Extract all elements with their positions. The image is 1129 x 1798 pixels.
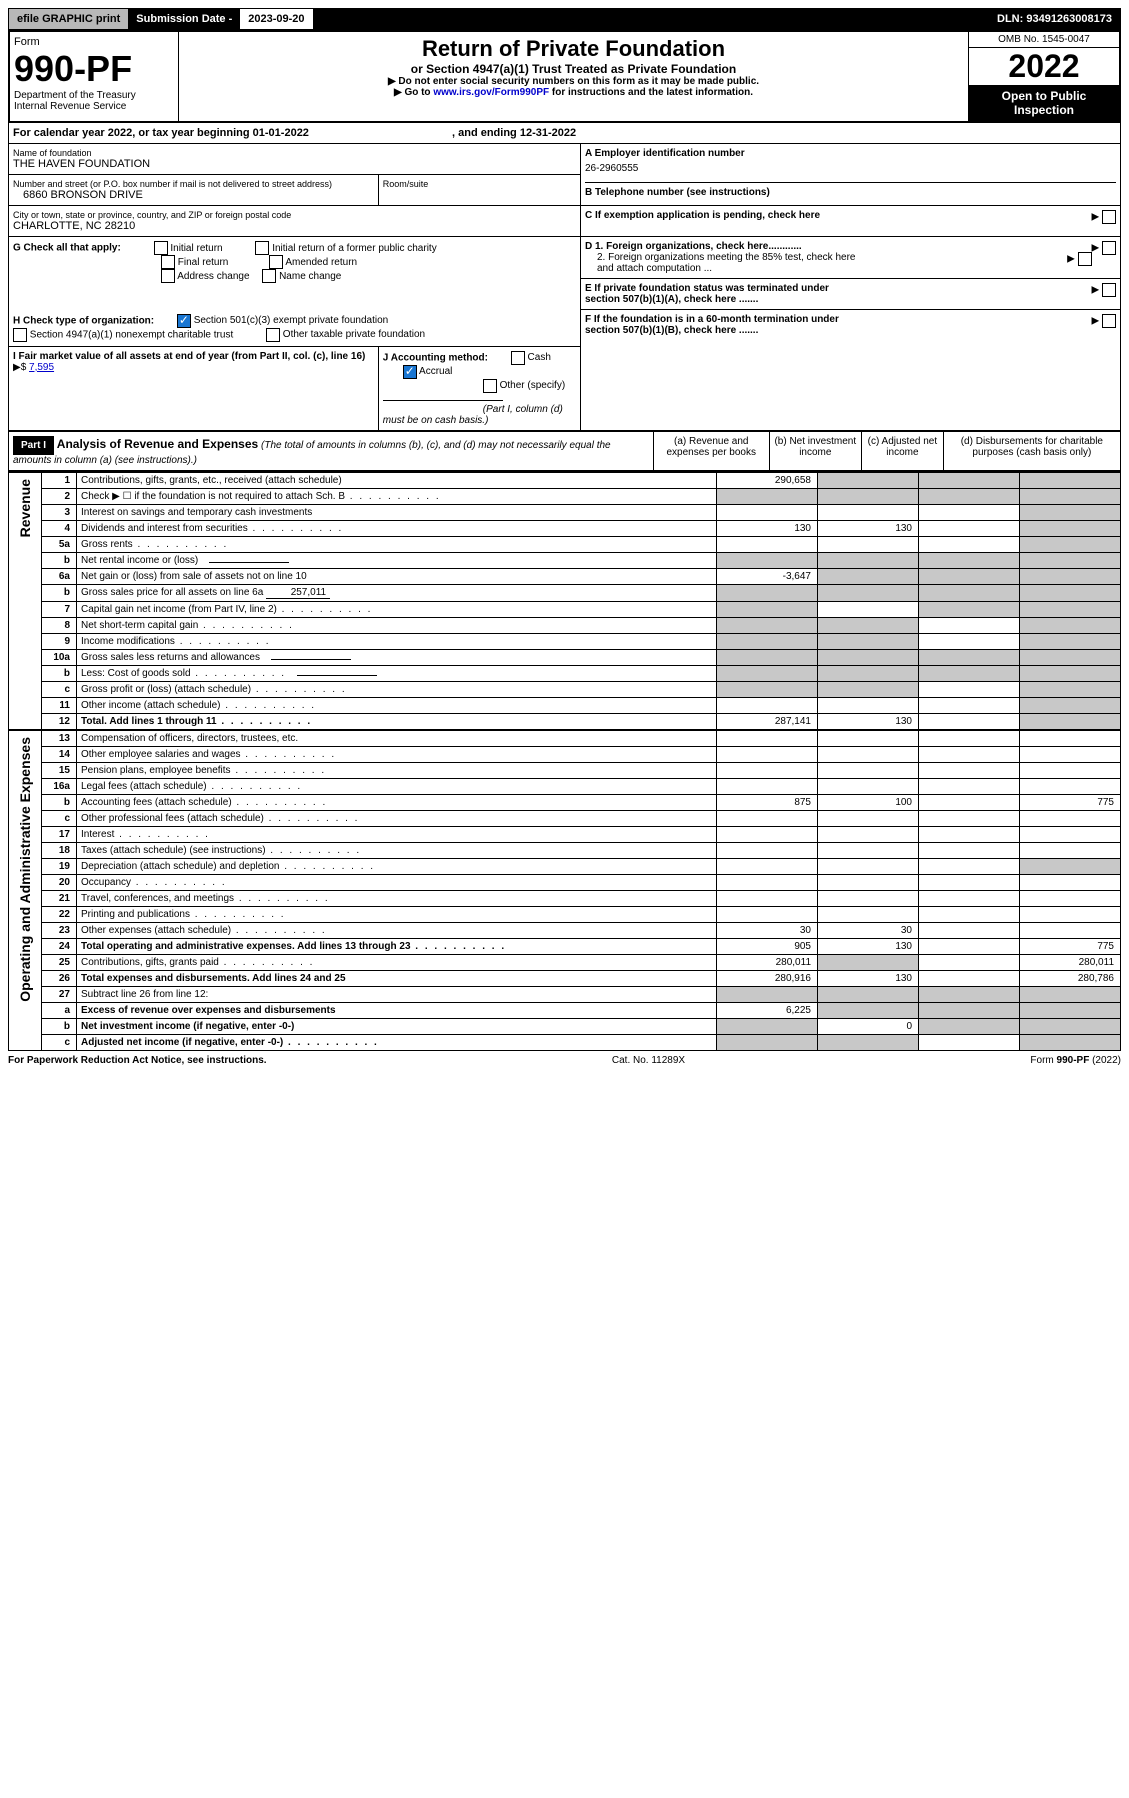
notice-ssn: ▶ Do not enter social security numbers o… xyxy=(183,76,964,87)
j-note: (Part I, column (d) must be on cash basi… xyxy=(383,404,563,426)
j-other-checkbox[interactable] xyxy=(483,379,497,393)
irs-link[interactable]: www.irs.gov/Form990PF xyxy=(433,87,549,98)
footer: For Paperwork Reduction Act Notice, see … xyxy=(8,1051,1121,1070)
d1-label: D 1. Foreign organizations, check here..… xyxy=(585,241,802,252)
omb-number: OMB No. 1545-0047 xyxy=(969,32,1119,48)
f-label: F If the foundation is in a 60-month ter… xyxy=(585,314,865,336)
col-d-header: (d) Disbursements for charitable purpose… xyxy=(943,431,1120,471)
room-label: Room/suite xyxy=(383,179,576,189)
revenue-table: Revenue1Contributions, gifts, grants, et… xyxy=(8,472,1121,730)
foundation-name-label: Name of foundation xyxy=(13,148,576,158)
phone-label: B Telephone number (see instructions) xyxy=(585,182,1116,198)
tax-year: 2022 xyxy=(969,48,1119,85)
form-title: Return of Private Foundation xyxy=(183,36,964,62)
efile-label[interactable]: efile GRAPHIC print xyxy=(9,9,128,29)
form-label: Form xyxy=(14,36,174,48)
part1-label: Part I xyxy=(13,436,54,455)
entity-info: Name of foundation THE HAVEN FOUNDATION … xyxy=(8,144,1121,431)
footer-mid: Cat. No. 11289X xyxy=(612,1055,685,1066)
form-number: 990-PF xyxy=(14,48,174,90)
form-header: Form 990-PF Department of the Treasury I… xyxy=(8,30,1121,123)
footer-left: For Paperwork Reduction Act Notice, see … xyxy=(8,1055,267,1066)
j-label: J Accounting method: xyxy=(383,352,488,363)
d1-checkbox[interactable] xyxy=(1102,241,1116,255)
d2-label: 2. Foreign organizations meeting the 85%… xyxy=(585,252,857,274)
h-4947-checkbox[interactable] xyxy=(13,328,27,342)
calendar-year: For calendar year 2022, or tax year begi… xyxy=(8,123,1121,144)
addr-label: Number and street (or P.O. box number if… xyxy=(13,179,374,189)
city-label: City or town, state or province, country… xyxy=(13,210,576,220)
c-label: C If exemption application is pending, c… xyxy=(585,210,820,221)
g-initial-checkbox[interactable] xyxy=(154,241,168,255)
i-label: I Fair market value of all assets at end… xyxy=(13,351,365,362)
g-address-checkbox[interactable] xyxy=(161,269,175,283)
submission-date: 2023-09-20 xyxy=(240,9,312,29)
footer-right: Form 990-PF (2022) xyxy=(1030,1055,1121,1066)
e-checkbox[interactable] xyxy=(1102,283,1116,297)
part1-title: Analysis of Revenue and Expenses xyxy=(57,437,258,451)
open-public: Open to Public Inspection xyxy=(969,85,1119,121)
i-value[interactable]: 7,595 xyxy=(29,362,54,373)
col-a-header: (a) Revenue and expenses per books xyxy=(653,431,769,471)
d2-checkbox[interactable] xyxy=(1078,252,1092,266)
g-final-checkbox[interactable] xyxy=(161,255,175,269)
ein-value: 26-2960555 xyxy=(585,159,1116,182)
h-501c3-checkbox[interactable] xyxy=(177,314,191,328)
h-other-checkbox[interactable] xyxy=(266,328,280,342)
foundation-name: THE HAVEN FOUNDATION xyxy=(13,158,576,170)
submission-label: Submission Date - xyxy=(128,9,240,29)
dln: DLN: 93491263008173 xyxy=(989,9,1120,29)
part1-header: Part I Analysis of Revenue and Expenses … xyxy=(8,431,1121,472)
col-c-header: (c) Adjusted net income xyxy=(862,431,944,471)
topbar: efile GRAPHIC print Submission Date - 20… xyxy=(8,8,1121,30)
col-b-header: (b) Net investment income xyxy=(769,431,862,471)
j-cash-checkbox[interactable] xyxy=(511,351,525,365)
dept-treasury: Department of the Treasury xyxy=(14,90,174,101)
irs-label: Internal Revenue Service xyxy=(14,101,174,112)
c-checkbox[interactable] xyxy=(1102,210,1116,224)
ein-label: A Employer identification number xyxy=(585,148,1116,159)
g-initial-former-checkbox[interactable] xyxy=(255,241,269,255)
g-label: G Check all that apply: xyxy=(13,243,121,254)
expenses-table: Operating and Administrative Expenses13C… xyxy=(8,730,1121,1051)
g-name-checkbox[interactable] xyxy=(262,269,276,283)
f-checkbox[interactable] xyxy=(1102,314,1116,328)
j-accrual-checkbox[interactable] xyxy=(403,365,417,379)
g-amended-checkbox[interactable] xyxy=(269,255,283,269)
city-value: CHARLOTTE, NC 28210 xyxy=(13,220,576,232)
form-subtitle: or Section 4947(a)(1) Trust Treated as P… xyxy=(183,62,964,76)
h-label: H Check type of organization: xyxy=(13,315,154,326)
addr-value: 6860 BRONSON DRIVE xyxy=(13,189,374,201)
e-label: E If private foundation status was termi… xyxy=(585,283,865,305)
notice-link: ▶ Go to www.irs.gov/Form990PF for instru… xyxy=(183,87,964,98)
